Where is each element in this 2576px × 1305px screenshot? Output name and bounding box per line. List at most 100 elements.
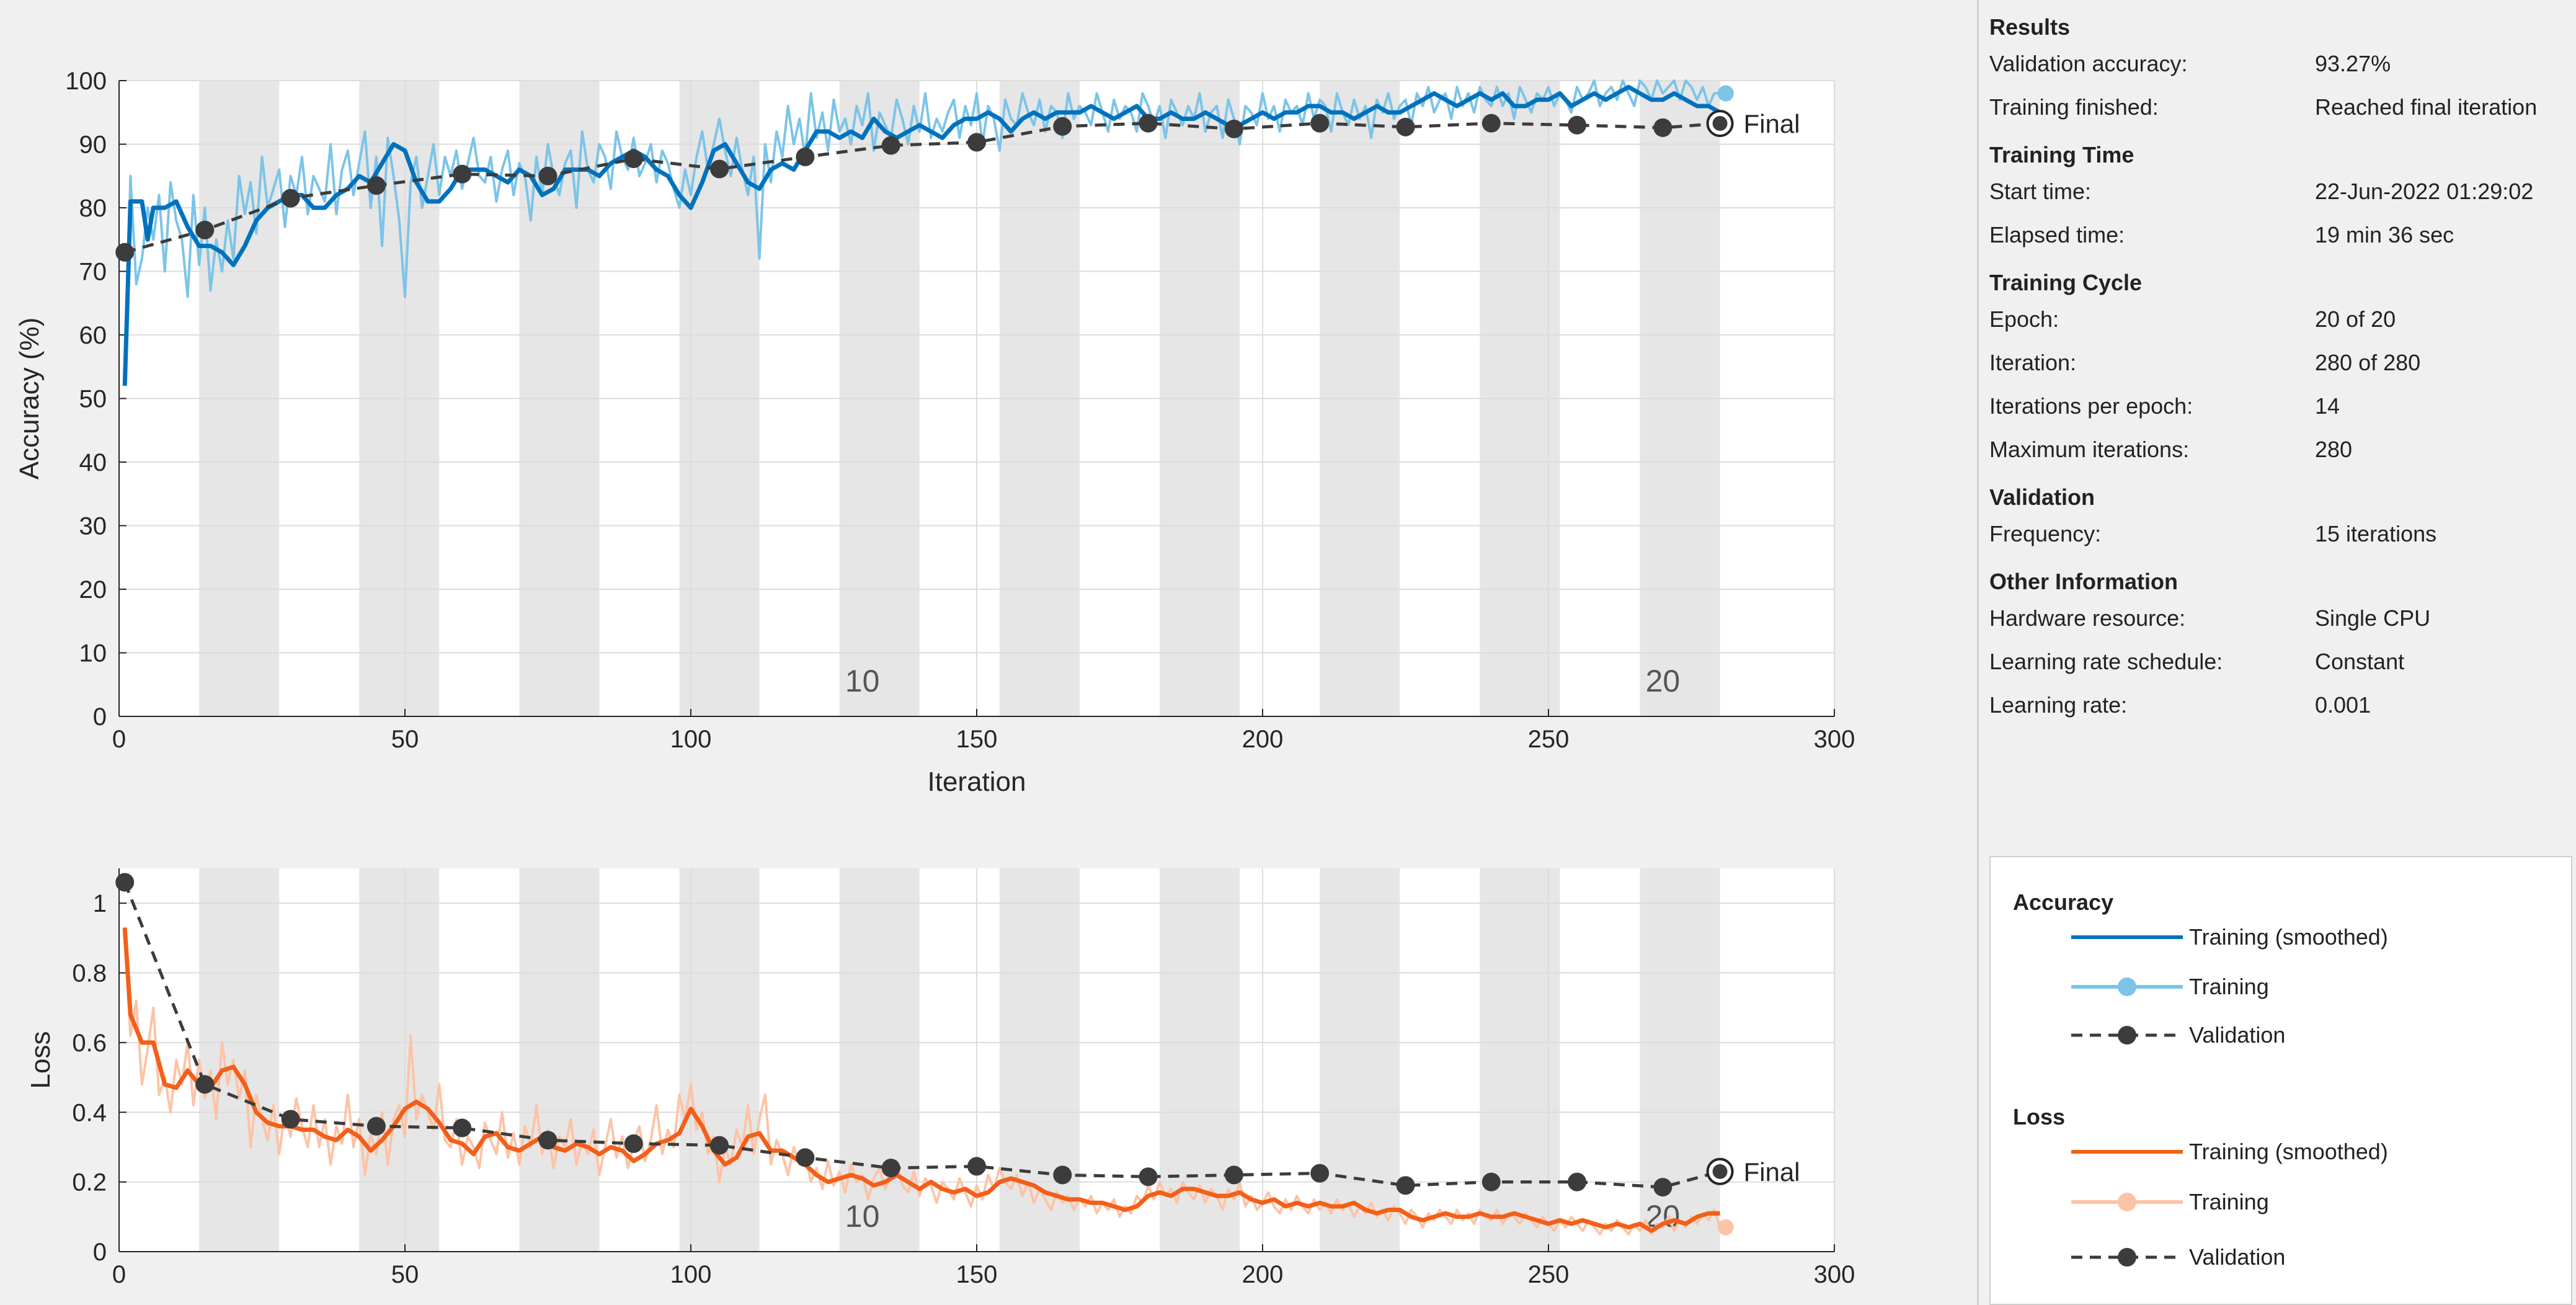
- line-with-dot-icon: [2071, 1193, 2183, 1211]
- validation-point: [624, 1134, 643, 1153]
- y-tick-label: 1: [93, 890, 107, 917]
- validation-point: [281, 1110, 300, 1129]
- validation-point: [195, 220, 215, 239]
- y-tick-label: 70: [79, 259, 107, 286]
- series-line-training-smoothed: [122, 927, 1720, 1233]
- info-value: Constant: [2315, 649, 2405, 674]
- x-tick-label: 50: [391, 1261, 419, 1288]
- solid-line-icon: [2071, 935, 2183, 939]
- validation-point: [281, 189, 300, 208]
- validation-point: [1481, 114, 1501, 133]
- validation-point: [1481, 1172, 1501, 1191]
- series-line-validation: [123, 881, 1721, 1189]
- validation-point: [1653, 118, 1672, 137]
- y-axis-label: Loss: [25, 1031, 56, 1089]
- info-value: 19 min 36 sec: [2315, 222, 2454, 247]
- validation-point: [538, 1131, 557, 1150]
- info-row-iteration: Iteration: 280 of 280: [1989, 341, 2572, 385]
- info-key: Maximum iterations:: [1989, 437, 2190, 462]
- epoch-label: 10: [845, 664, 880, 698]
- y-tick-label: 10: [79, 640, 107, 667]
- epoch-band: [999, 868, 1080, 1252]
- final-marker-point: [1712, 115, 1728, 131]
- info-row-learning-rate: Learning rate: 0.001: [1989, 684, 2572, 727]
- y-tick-label: 0.2: [72, 1169, 107, 1196]
- x-tick-label: 200: [1242, 726, 1284, 753]
- info-key: Elapsed time:: [1989, 222, 2125, 247]
- info-row-learning-rate-schedule: Learning rate schedule: Constant: [1989, 640, 2572, 684]
- legend-item-accuracy-validation: Validation: [2065, 1017, 2285, 1054]
- x-tick-label: 100: [670, 726, 712, 753]
- info-key: Iterations per epoch:: [1989, 393, 2193, 419]
- info-key: Iteration:: [1989, 350, 2077, 375]
- validation-point: [967, 1157, 986, 1176]
- dashed-line-with-dot-icon: [2071, 1248, 2183, 1267]
- validation-point: [366, 176, 386, 195]
- validation-point: [967, 133, 986, 152]
- y-tick-label: 40: [79, 449, 107, 476]
- plot-legend: Accuracy Training (smoothed) Training Va…: [1989, 856, 2572, 1305]
- validation-point: [881, 1159, 900, 1178]
- legend-item-loss-validation: Validation: [2065, 1239, 2285, 1276]
- x-tick-label: 200: [1242, 1261, 1284, 1288]
- validation-point: [796, 148, 815, 166]
- info-value: 280: [2315, 437, 2353, 462]
- final-label: Final: [1744, 1157, 1800, 1187]
- x-tick-label: 300: [1814, 1261, 1855, 1288]
- series-line-validation: [124, 122, 1720, 254]
- info-value: 15 iterations: [2315, 521, 2437, 546]
- validation-point: [1053, 117, 1072, 136]
- legend-label: Validation: [2189, 1022, 2286, 1048]
- solid-line-icon: [2071, 1150, 2183, 1154]
- x-tick-label: 0: [112, 726, 126, 753]
- validation-point: [624, 149, 643, 169]
- y-tick-label: 0.8: [72, 960, 107, 987]
- accuracy-plot: 0 50 100 150 200 250 300 0 10 20 30 40 50 60 70 80 90 100…: [14, 68, 1855, 797]
- legend-title-loss: Loss: [2013, 1104, 2066, 1129]
- legend-label: Training: [2189, 1189, 2269, 1214]
- validation-point: [453, 1118, 472, 1138]
- y-tick-label: 80: [79, 195, 107, 222]
- info-key: Hardware resource:: [1989, 605, 2186, 631]
- y-tick-label: 50: [79, 386, 107, 413]
- x-tick-label: 0: [112, 1261, 126, 1288]
- info-value: 14: [2315, 393, 2340, 419]
- panel-divider: [1977, 0, 1979, 1305]
- x-tick-label: 150: [956, 726, 998, 753]
- info-row-validation-accuracy: Validation accuracy: 93.27%: [1989, 42, 2572, 86]
- section-title-training-cycle: Training Cycle: [1989, 270, 2143, 295]
- validation-point: [1568, 115, 1587, 135]
- validation-point: [1310, 1164, 1330, 1183]
- validation-point: [1139, 1167, 1158, 1187]
- validation-point: [710, 159, 729, 179]
- legend-label: Validation: [2189, 1244, 2286, 1270]
- validation-point: [1139, 114, 1158, 133]
- validation-point: [538, 166, 557, 185]
- epoch-band: [679, 868, 760, 1252]
- info-key: Training finished:: [1989, 94, 2159, 120]
- info-key: Learning rate schedule:: [1989, 649, 2223, 674]
- section-title-other-information: Other Information: [1989, 569, 2178, 594]
- legend-title-accuracy: Accuracy: [2013, 889, 2114, 915]
- series-end-point-training: [1717, 85, 1734, 102]
- validation-point: [195, 1075, 215, 1094]
- info-value: 20 of 20: [2315, 306, 2396, 332]
- dashed-line-with-dot-icon: [2071, 1026, 2183, 1044]
- final-label: Final: [1744, 109, 1800, 138]
- epoch-band: [1320, 868, 1400, 1252]
- series-line-training-smoothed: [122, 84, 1721, 386]
- section-title-results: Results: [1989, 14, 2071, 40]
- legend-item-loss-training: Training: [2065, 1183, 2269, 1221]
- final-marker-point: [1712, 1164, 1728, 1179]
- epoch-band: [519, 868, 600, 1252]
- info-key: Learning rate:: [1989, 692, 2128, 718]
- info-key: Start time:: [1989, 179, 2092, 204]
- validation-point: [1053, 1165, 1072, 1185]
- validation-point: [1396, 117, 1415, 136]
- info-key: Frequency:: [1989, 521, 2102, 546]
- y-tick-label: 90: [79, 131, 107, 159]
- epoch-band: [199, 868, 280, 1252]
- y-tick-label: 0.6: [72, 1030, 107, 1057]
- info-row-training-finished: Training finished: Reached final iteratio…: [1989, 86, 2572, 129]
